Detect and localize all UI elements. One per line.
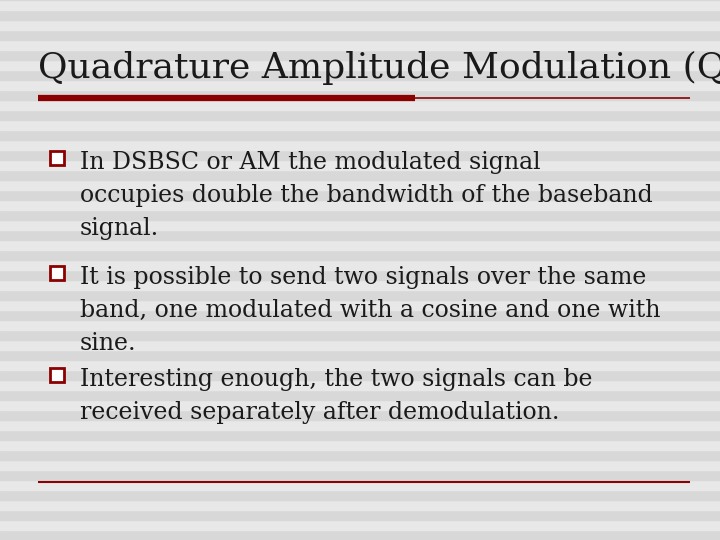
Bar [0,340,720,350]
Bar [0,350,720,360]
Bar [0,190,720,200]
Bar [0,250,720,260]
Bar [0,230,720,240]
Bar [0,240,720,250]
Bar [50,151,64,165]
Bar [0,40,720,50]
Bar [0,20,720,30]
Text: Quadrature Amplitude Modulation (QAM): Quadrature Amplitude Modulation (QAM) [38,51,720,85]
Bar [0,160,720,170]
Bar [0,120,720,130]
Bar [0,290,720,300]
Bar [0,310,720,320]
Bar [0,510,720,520]
Bar [50,266,64,280]
Bar [0,180,720,190]
Bar [0,100,720,110]
Bar [0,90,720,100]
Bar [0,0,720,10]
Bar [0,200,720,210]
Bar [0,470,720,480]
Bar [0,30,720,40]
Bar [0,320,720,330]
Bar [0,80,720,90]
Bar [0,150,720,160]
Bar [0,70,720,80]
Bar [0,270,720,280]
Bar [0,490,720,500]
Bar [0,140,720,150]
Text: Interesting enough, the two signals can be
received separately after demodulatio: Interesting enough, the two signals can … [80,368,593,424]
Bar [0,360,720,370]
Bar [0,170,720,180]
Bar [0,60,720,70]
Bar [0,410,720,420]
Text: In DSBSC or AM the modulated signal
occupies double the bandwidth of the baseban: In DSBSC or AM the modulated signal occu… [80,151,653,240]
Bar [0,460,720,470]
Bar [0,280,720,290]
Bar [0,330,720,340]
Bar [0,390,720,400]
Bar [0,450,720,460]
Bar [0,220,720,230]
Bar [0,210,720,220]
Bar [50,368,64,382]
Bar [0,480,720,490]
Bar [0,300,720,310]
Bar [0,110,720,120]
Bar [0,10,720,20]
Bar [0,370,720,380]
Bar [0,130,720,140]
Bar [0,440,720,450]
Bar [0,400,720,410]
Bar [0,530,720,540]
Bar [0,520,720,530]
Bar [0,50,720,60]
Bar [0,260,720,270]
Bar [0,500,720,510]
Bar [0,420,720,430]
Bar [0,380,720,390]
Text: It is possible to send two signals over the same
band, one modulated with a cosi: It is possible to send two signals over … [80,266,660,355]
Bar [0,430,720,440]
